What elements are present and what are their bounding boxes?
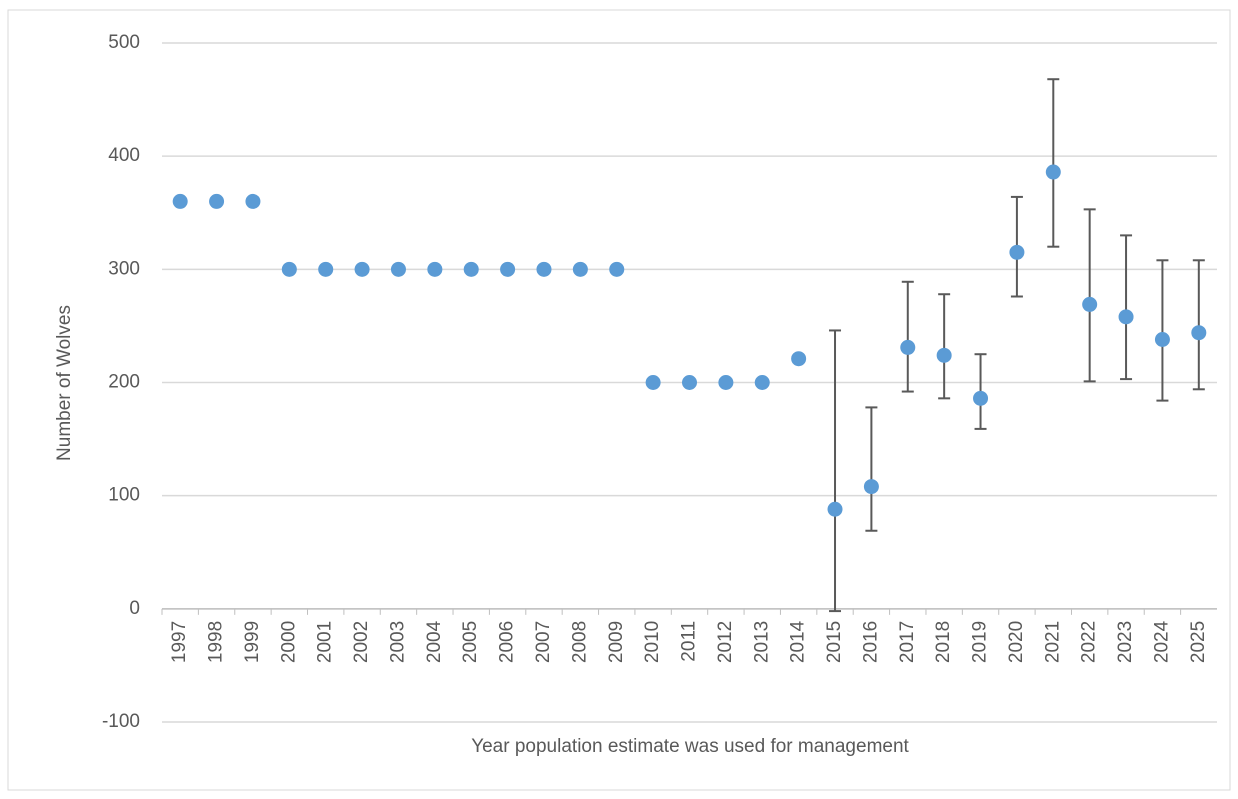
point [609,261,625,277]
point [863,479,879,495]
x-tick-label: 2024 [1151,620,1172,663]
point [1082,296,1098,312]
x-tick-label: 2005 [460,621,481,663]
point [718,375,734,390]
x-tick-label: 2017 [897,621,918,663]
point [645,375,661,390]
point [754,375,770,390]
point [791,351,807,367]
point [1191,325,1207,341]
point [390,261,406,277]
x-tick-label: 1999 [242,621,263,663]
point [1118,309,1134,325]
point [1009,244,1025,260]
y-tick-label: 0 [129,598,140,619]
y-axis-title: Number of Wolves [54,305,75,461]
x-tick-label: 2002 [351,621,372,663]
point [682,375,697,390]
point [536,261,552,277]
x-tick-label: 1998 [206,621,227,663]
x-tick-label: 2013 [751,621,772,663]
point [936,347,952,363]
x-tick-label: 2006 [497,621,518,663]
y-tick-label: 200 [108,372,140,393]
point [900,339,916,355]
y-tick-label: 100 [108,485,140,506]
x-tick-label: 2000 [278,621,299,663]
x-tick-label: 2019 [970,621,991,663]
y-tick-label: -100 [102,711,140,732]
chart-border [7,9,1231,791]
x-tick-label: 2020 [1006,621,1027,663]
y-tick-label: 400 [108,145,140,166]
x-tick-label: 1997 [169,621,190,663]
point [572,261,588,277]
point [427,261,443,277]
x-tick-label: 2010 [642,621,663,663]
y-tick-label: 300 [108,258,140,279]
point [318,261,334,277]
x-axis-title: Year population estimate was used for ma… [471,736,909,757]
x-tick-label: 2009 [606,621,627,663]
point [463,261,479,277]
x-tick-label: 2016 [860,621,881,663]
x-tick-label: 2012 [715,621,736,663]
point [281,261,297,277]
point [1045,164,1061,180]
x-tick-label: 2008 [569,621,590,663]
point [172,193,188,209]
x-tick-label: 2021 [1042,621,1063,663]
point [500,261,516,277]
point [973,390,989,406]
point [827,501,843,517]
x-tick-label: 2004 [424,620,445,663]
x-tick-label: 2011 [679,621,700,662]
x-tick-label: 2003 [387,621,408,663]
x-tick-label: 2022 [1079,621,1100,663]
x-tick-label: 2018 [933,621,954,663]
x-tick-label: 2015 [824,621,845,663]
x-tick-label: 2007 [533,621,554,663]
x-tick-label: 2014 [788,620,809,663]
x-tick-label: 2001 [315,621,336,663]
point [354,261,370,277]
point [1154,331,1170,347]
point [245,193,261,209]
point [209,193,225,209]
y-tick-label: 500 [108,32,140,53]
x-tick-label: 2023 [1115,621,1136,663]
x-tick-label: 2025 [1188,621,1209,663]
